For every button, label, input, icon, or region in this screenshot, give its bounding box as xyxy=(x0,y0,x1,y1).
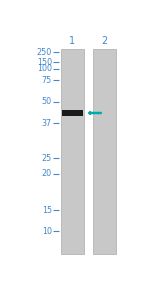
Text: 250: 250 xyxy=(37,47,52,57)
Text: 1: 1 xyxy=(69,36,75,46)
Text: 100: 100 xyxy=(37,64,52,73)
Text: 50: 50 xyxy=(42,97,52,106)
Text: 20: 20 xyxy=(42,169,52,178)
Text: 75: 75 xyxy=(42,76,52,85)
Text: 10: 10 xyxy=(42,227,52,236)
Text: 37: 37 xyxy=(42,119,52,128)
Text: 2: 2 xyxy=(102,36,108,46)
Text: 15: 15 xyxy=(42,205,52,214)
Bar xyxy=(62,110,83,116)
Text: 150: 150 xyxy=(37,58,52,67)
Bar xyxy=(61,49,84,254)
Text: 25: 25 xyxy=(42,154,52,163)
Bar xyxy=(93,49,116,254)
